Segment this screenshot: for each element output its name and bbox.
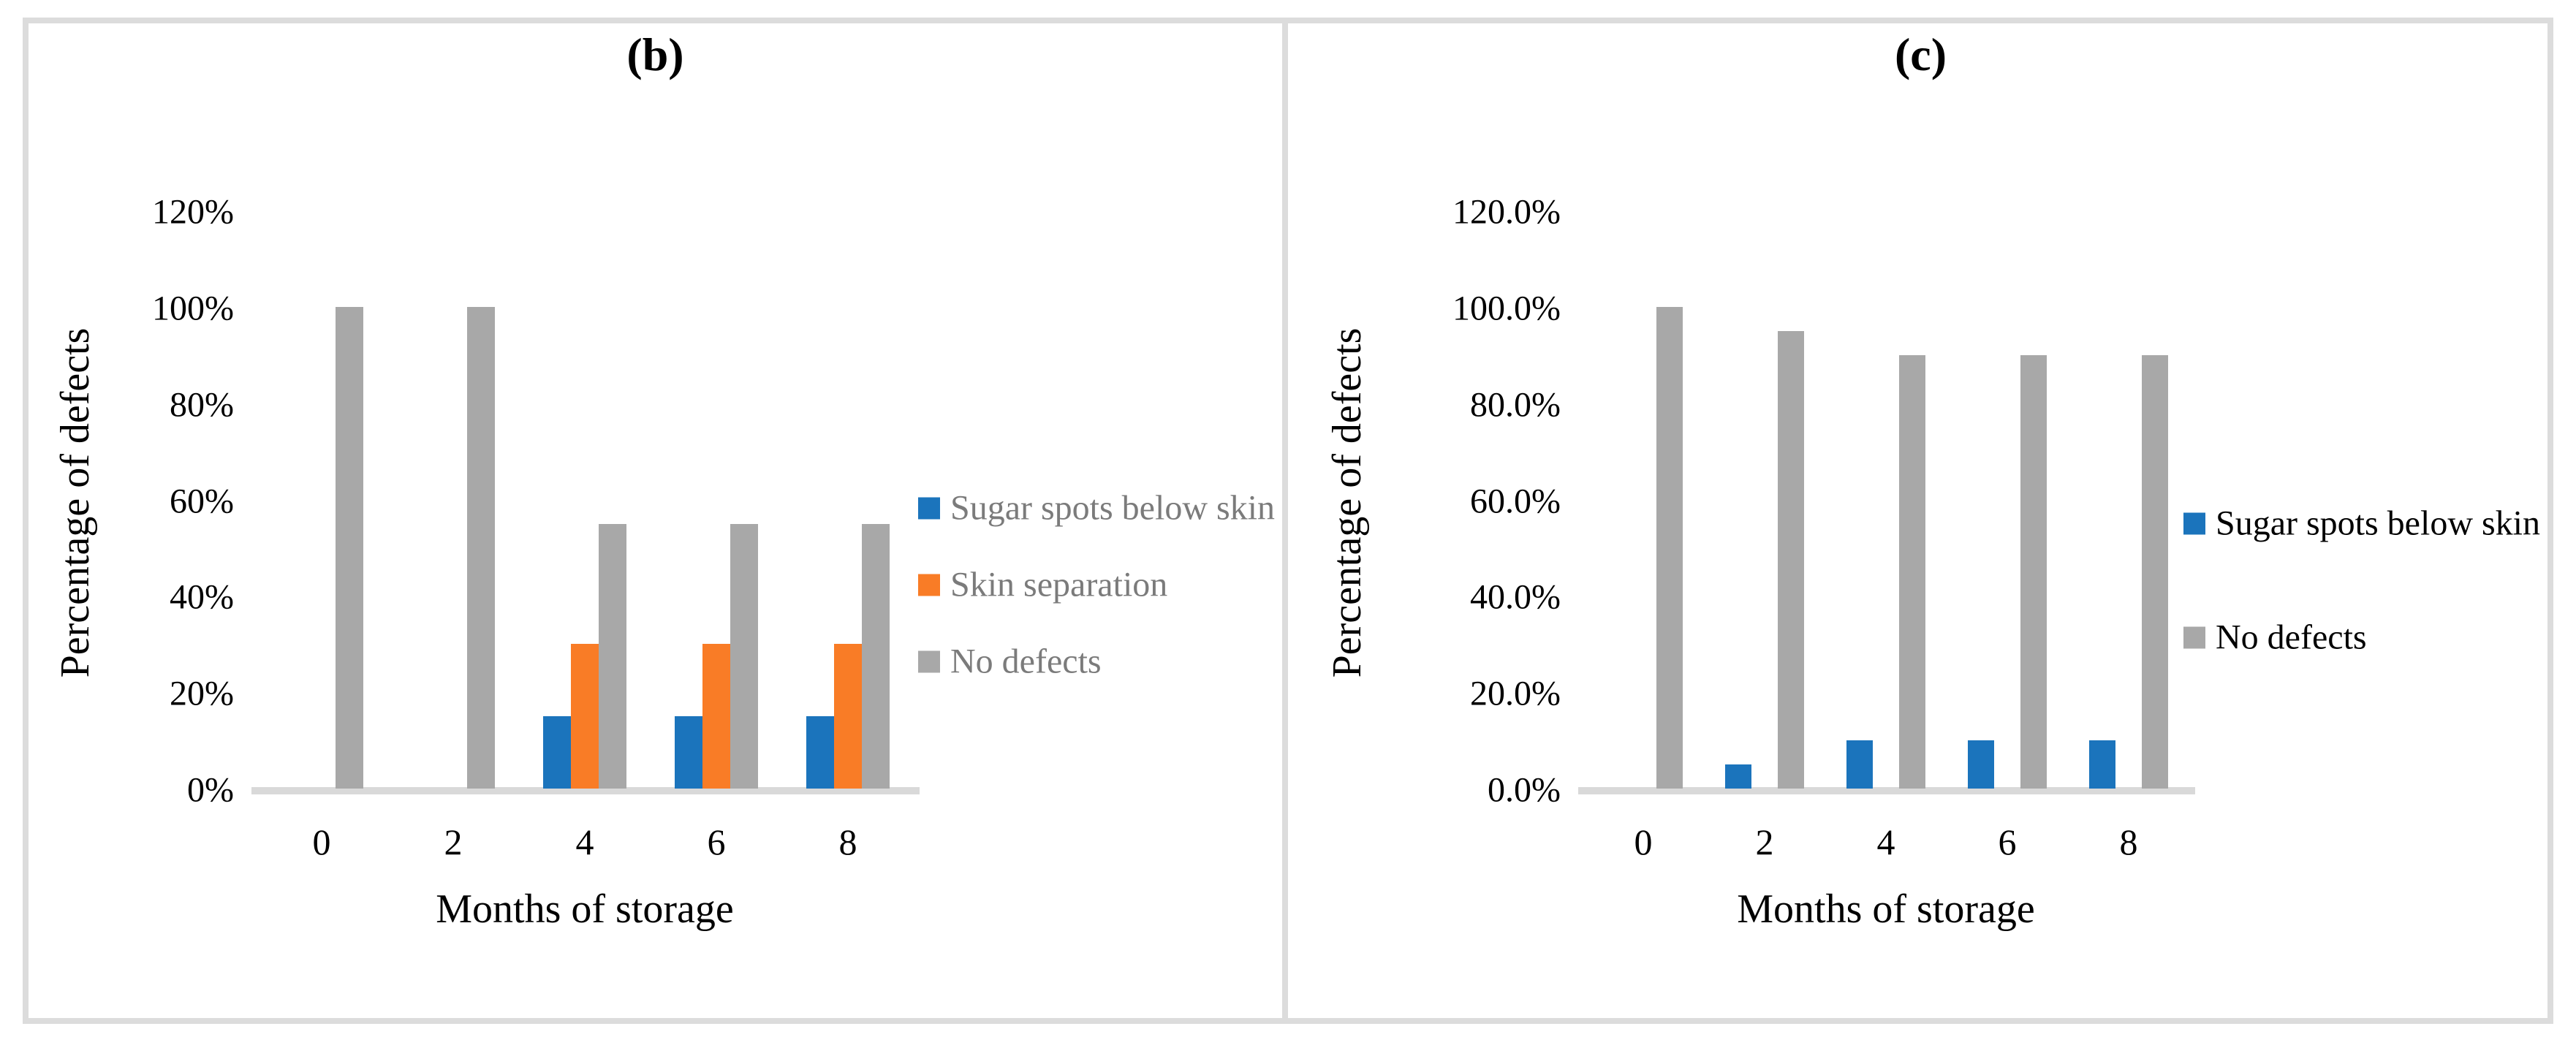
bar-no-defects-month-6 [730,524,758,789]
bar-sugar-spots-below-skin-month-4 [1846,740,1873,789]
x-tick-label: 2 [1755,821,1774,862]
y-tick-label: 60.0% [1470,482,1561,521]
x-axis-line [1578,787,2195,794]
bar-no-defects-month-8 [862,524,890,789]
panel-c-title: (c) [1894,29,1947,80]
bar-no-defects-month-8 [2142,355,2168,789]
y-tick-label: 40.0% [1470,577,1561,617]
bar-sugar-spots-below-skin-month-4 [543,716,571,789]
panel-b-x-axis-title: Months of storage [436,886,734,932]
legend-item: No defects [918,642,1102,682]
bar-skin-separation-month-4 [571,644,599,789]
figure-frame [23,18,2553,1024]
legend-label: No defects [950,642,1102,681]
bar-sugar-spots-below-skin-month-8 [806,716,834,789]
legend-swatch-icon [918,650,940,672]
legend-item: Sugar spots below skin [2183,504,2540,544]
bar-no-defects-month-0 [336,307,363,789]
x-tick-label: 8 [2119,821,2138,862]
y-tick-label: 100% [152,289,234,328]
y-tick-label: 80.0% [1470,385,1561,425]
y-tick-label: 40% [170,577,234,617]
bar-sugar-spots-below-skin-month-2 [1725,764,1751,789]
bar-no-defects-month-2 [467,307,495,789]
y-tick-label: 120.0% [1452,192,1561,232]
legend-swatch-icon [918,497,940,519]
y-tick-label: 20% [170,674,234,713]
legend-item: Skin separation [918,565,1167,605]
y-tick-label: 0% [187,770,234,810]
panel-b-title: (b) [626,29,684,80]
bar-skin-separation-month-6 [702,644,730,789]
x-tick-label: 4 [575,821,594,862]
x-axis-line [251,787,920,794]
legend-label: Sugar spots below skin [950,488,1275,528]
x-tick-label: 4 [1876,821,1895,862]
legend-label: Sugar spots below skin [2216,504,2540,543]
legend-item: No defects [2183,618,2367,658]
bar-no-defects-month-6 [2020,355,2047,789]
legend-item: Sugar spots below skin [918,488,1275,528]
bar-skin-separation-month-8 [834,644,862,789]
bar-sugar-spots-below-skin-month-6 [1968,740,1994,789]
bar-sugar-spots-below-skin-month-6 [675,716,702,789]
x-tick-label: 6 [707,821,726,862]
bar-sugar-spots-below-skin-month-8 [2089,740,2115,789]
x-tick-label: 0 [312,821,331,862]
legend-swatch-icon [918,574,940,596]
legend-swatch-icon [2183,512,2205,534]
panel-divider [1282,23,1288,1018]
bar-no-defects-month-0 [1656,307,1683,789]
bar-no-defects-month-4 [1899,355,1925,789]
y-tick-label: 60% [170,482,234,521]
bar-no-defects-month-2 [1778,331,1804,789]
x-tick-label: 0 [1634,821,1653,862]
x-tick-label: 8 [838,821,857,862]
x-tick-label: 2 [444,821,463,862]
legend-label: No defects [2216,618,2367,657]
bar-no-defects-month-4 [599,524,626,789]
y-tick-label: 0.0% [1488,770,1561,810]
legend-swatch-icon [2183,626,2205,648]
legend-label: Skin separation [950,565,1168,604]
panel-c-x-axis-title: Months of storage [1737,886,2035,932]
y-tick-label: 20.0% [1470,674,1561,713]
x-tick-label: 6 [1998,821,2017,862]
y-tick-label: 120% [152,192,234,232]
y-tick-label: 100.0% [1452,289,1561,328]
y-tick-label: 80% [170,385,234,425]
